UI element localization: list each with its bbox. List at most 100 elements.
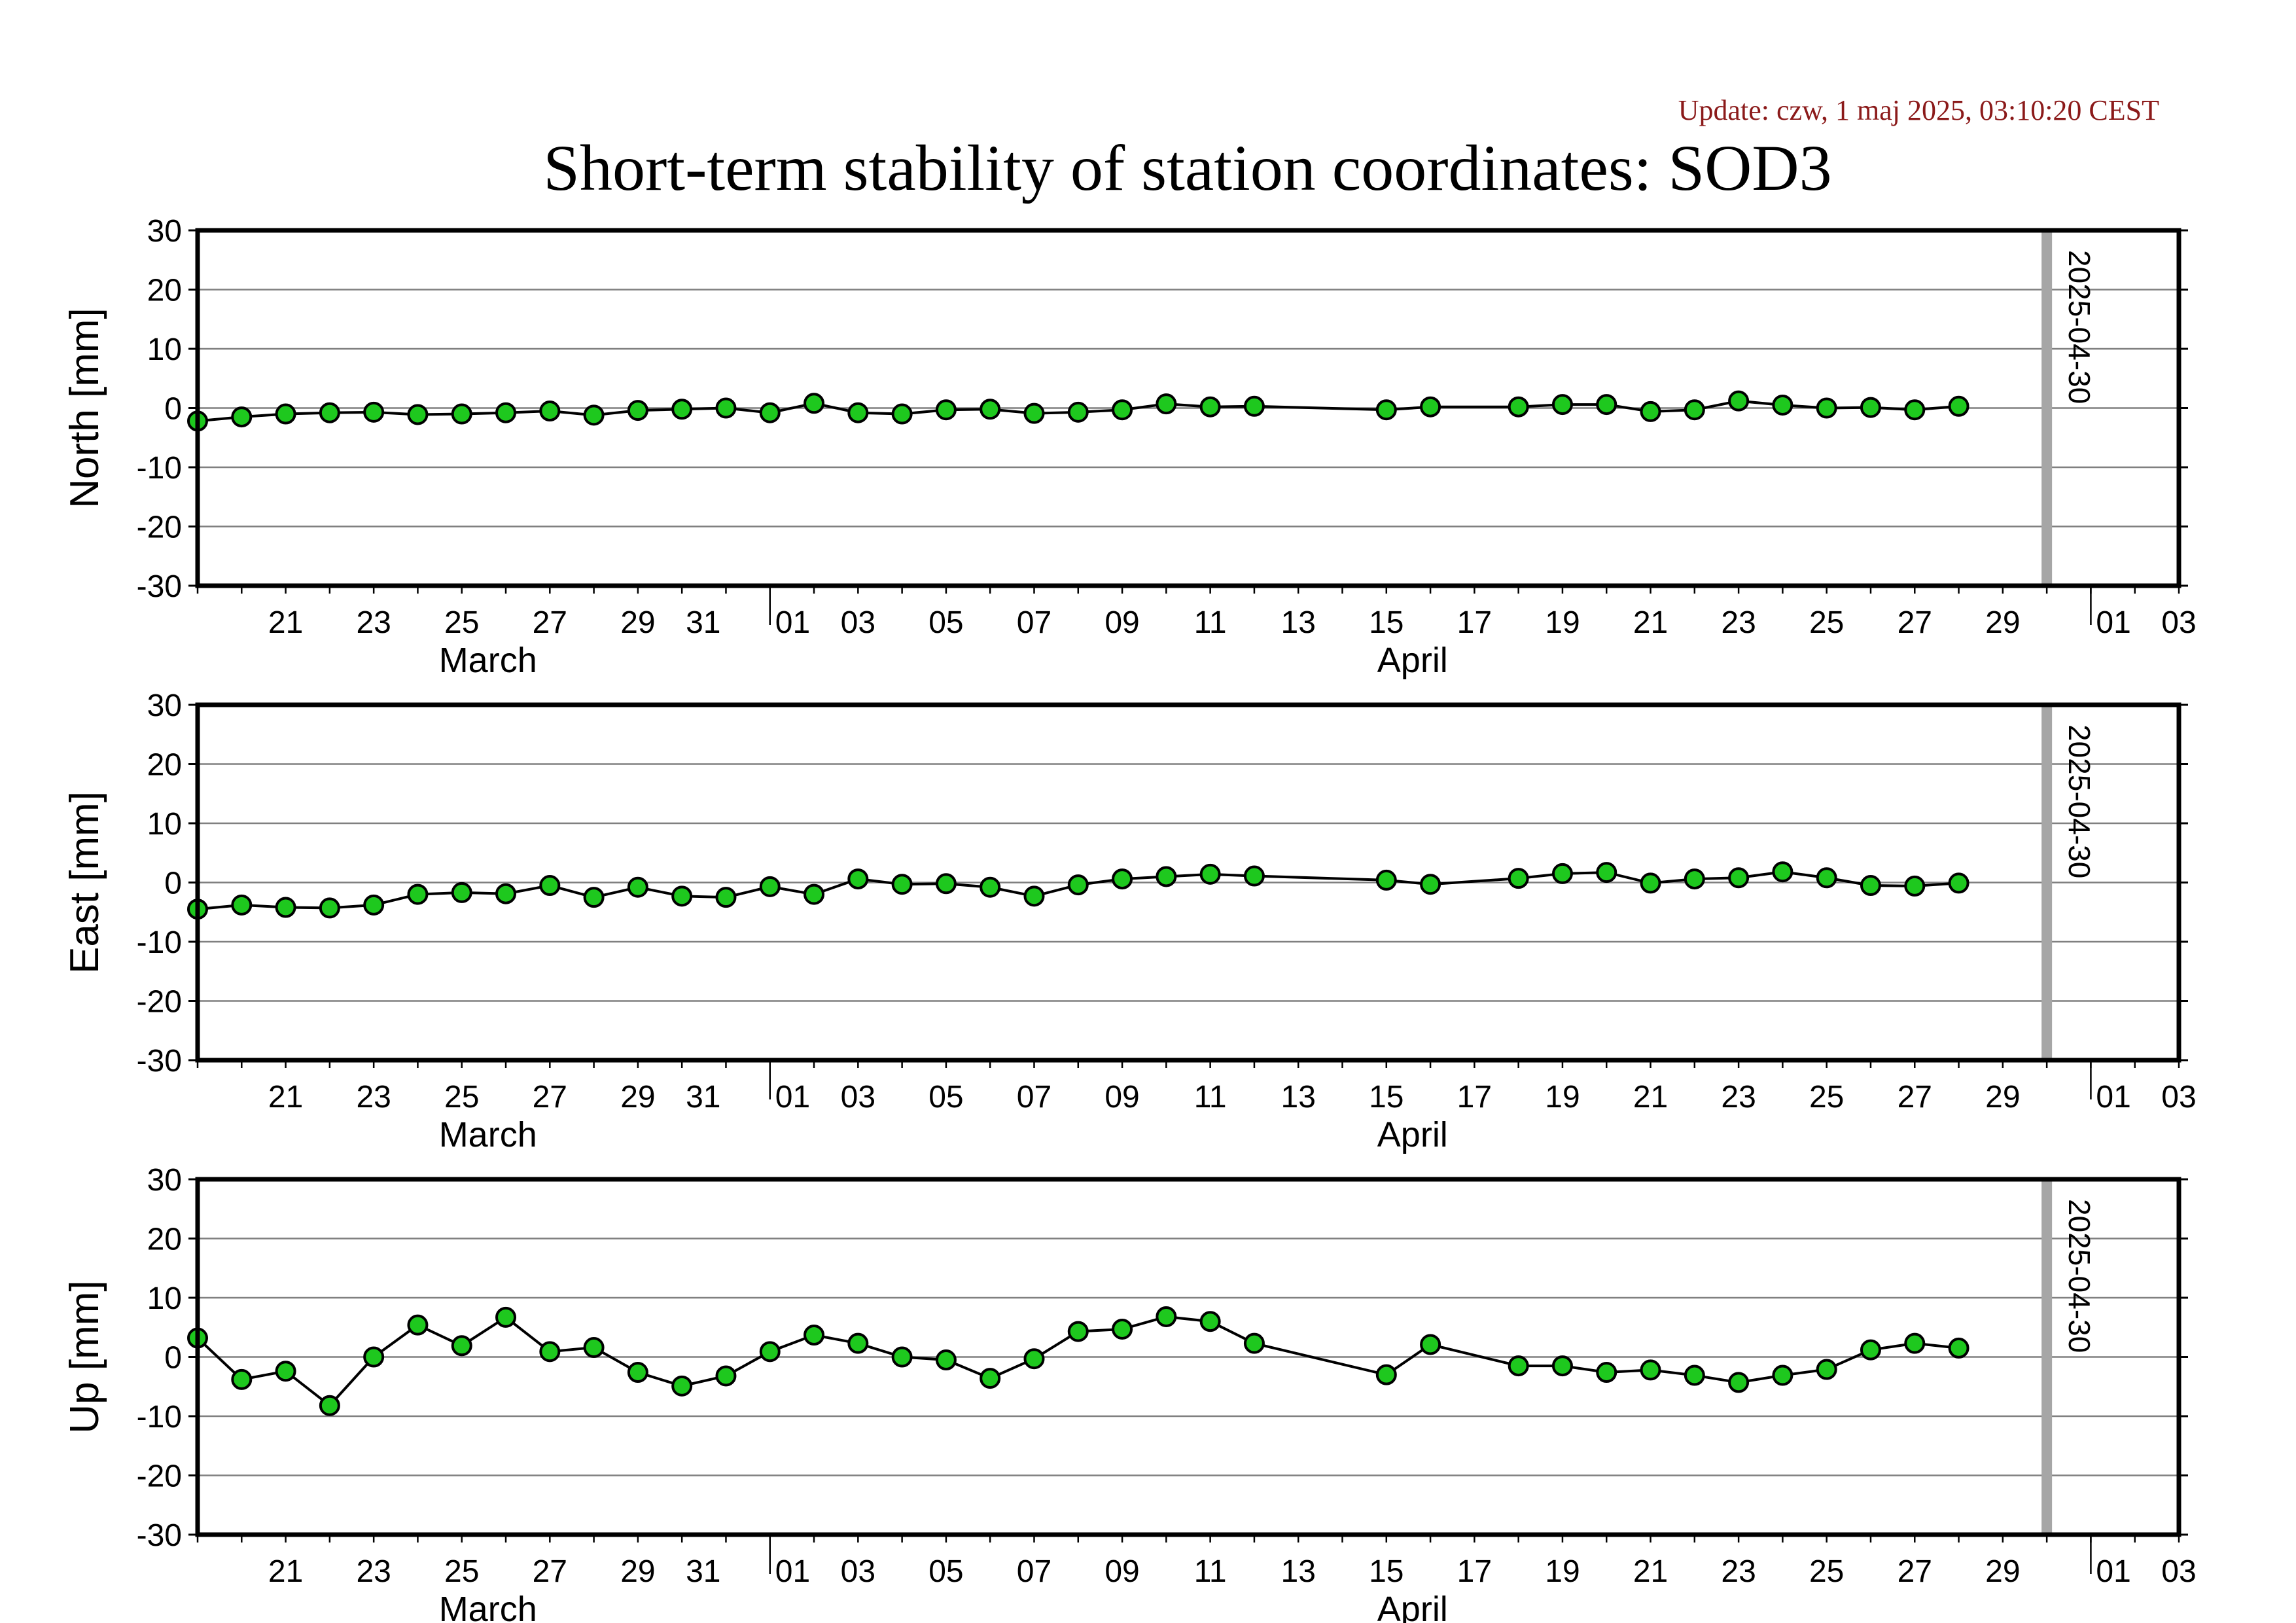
month-label: March bbox=[439, 641, 537, 680]
x-tick-label: 19 bbox=[1545, 1554, 1580, 1589]
x-tick-label: 25 bbox=[444, 1554, 479, 1589]
x-tick-label: 31 bbox=[686, 1080, 720, 1115]
y-axis-label: Up [mm] bbox=[62, 1280, 107, 1433]
y-tick-label: 10 bbox=[147, 807, 182, 842]
date-marker-bar bbox=[2041, 1179, 2053, 1535]
data-point bbox=[1067, 401, 1089, 423]
data-point bbox=[539, 401, 561, 422]
data-point bbox=[1023, 1348, 1045, 1370]
data-point bbox=[1640, 401, 1661, 422]
y-tick-label: -10 bbox=[137, 451, 182, 486]
data-point bbox=[804, 1325, 825, 1346]
x-tick-label: 05 bbox=[928, 605, 963, 640]
x-tick-label: 23 bbox=[1721, 1554, 1756, 1589]
y-tick-label: -10 bbox=[137, 1400, 182, 1435]
data-point bbox=[1948, 395, 1969, 417]
data-point bbox=[671, 399, 693, 420]
data-point bbox=[1860, 397, 1881, 418]
x-tick-label: 29 bbox=[620, 1554, 655, 1589]
data-point bbox=[1067, 1321, 1089, 1342]
y-tick-label: 10 bbox=[147, 1281, 182, 1316]
data-point bbox=[583, 887, 605, 908]
data-point bbox=[804, 883, 825, 905]
data-point bbox=[1508, 1355, 1529, 1377]
x-tick-label: 01 bbox=[775, 1080, 810, 1115]
x-tick-label: 01 bbox=[2096, 605, 2130, 640]
data-point bbox=[1551, 394, 1573, 416]
data-point bbox=[1375, 1364, 1397, 1385]
x-tick-label: 31 bbox=[686, 1554, 720, 1589]
data-point bbox=[715, 1365, 737, 1387]
y-tick-label: 20 bbox=[147, 748, 182, 783]
x-tick-label: 17 bbox=[1457, 1554, 1492, 1589]
data-point bbox=[1640, 1359, 1661, 1381]
y-tick-label: 30 bbox=[147, 1163, 182, 1198]
data-point bbox=[275, 403, 296, 425]
data-point bbox=[451, 1335, 472, 1357]
data-point bbox=[583, 404, 605, 426]
data-point bbox=[1772, 394, 1793, 416]
data-point bbox=[1816, 397, 1837, 419]
data-point bbox=[1420, 874, 1441, 895]
y-tick-label: 0 bbox=[164, 866, 182, 901]
data-point bbox=[1728, 1372, 1750, 1393]
x-tick-label: 21 bbox=[1633, 1554, 1668, 1589]
data-point bbox=[1023, 885, 1045, 907]
data-point bbox=[1551, 1355, 1573, 1377]
data-point bbox=[847, 402, 869, 423]
y-tick-label: 10 bbox=[147, 332, 182, 367]
x-tick-label: 01 bbox=[775, 605, 810, 640]
x-tick-label: 03 bbox=[841, 1080, 875, 1115]
data-point bbox=[1640, 872, 1661, 894]
data-point bbox=[363, 894, 385, 916]
data-point bbox=[1728, 867, 1750, 889]
y-tick-label: -30 bbox=[137, 569, 182, 604]
plot-frame bbox=[195, 702, 2181, 1063]
x-tick-label: 27 bbox=[1898, 1080, 1932, 1115]
y-tick-label: -30 bbox=[137, 1518, 182, 1553]
x-tick-label: 09 bbox=[1104, 1080, 1139, 1115]
data-point bbox=[1112, 868, 1133, 890]
data-point bbox=[1684, 399, 1705, 421]
x-tick-label: 21 bbox=[268, 1080, 303, 1115]
x-tick-label: 29 bbox=[620, 605, 655, 640]
y-axis-label: East [mm] bbox=[62, 791, 107, 974]
data-point bbox=[1112, 399, 1133, 421]
x-tick-label: 21 bbox=[268, 1554, 303, 1589]
x-tick-label: 19 bbox=[1545, 605, 1580, 640]
data-point bbox=[495, 1306, 517, 1328]
data-point bbox=[583, 1337, 605, 1359]
data-point bbox=[891, 403, 913, 425]
data-point bbox=[451, 882, 472, 903]
x-tick-label: 13 bbox=[1281, 1554, 1316, 1589]
data-point bbox=[1684, 868, 1705, 890]
data-point bbox=[407, 883, 429, 905]
data-point bbox=[319, 897, 340, 919]
plot-frame bbox=[195, 228, 2181, 588]
x-tick-label: 09 bbox=[1104, 605, 1139, 640]
data-point bbox=[319, 1395, 340, 1416]
x-tick-label: 05 bbox=[928, 1554, 963, 1589]
data-point bbox=[275, 897, 296, 918]
data-point bbox=[231, 894, 253, 916]
data-point bbox=[935, 399, 957, 421]
update-timestamp: Update: czw, 1 maj 2025, 03:10:20 CEST bbox=[1678, 94, 2159, 126]
x-tick-label: 03 bbox=[2161, 605, 2196, 640]
y-tick-label: 0 bbox=[164, 1341, 182, 1376]
data-point bbox=[847, 1332, 869, 1354]
y-tick-label: 20 bbox=[147, 274, 182, 308]
data-point bbox=[1904, 1332, 1926, 1354]
y-tick-label: -10 bbox=[137, 925, 182, 960]
x-tick-label: 03 bbox=[2161, 1554, 2196, 1589]
x-tick-label: 11 bbox=[1194, 605, 1227, 640]
data-point bbox=[671, 885, 693, 907]
data-point bbox=[1948, 1337, 1969, 1359]
x-tick-label: 05 bbox=[928, 1080, 963, 1115]
data-point bbox=[1067, 874, 1089, 896]
x-tick-label: 25 bbox=[1809, 1554, 1844, 1589]
data-point bbox=[1684, 1364, 1705, 1386]
x-tick-label: 27 bbox=[533, 1554, 567, 1589]
data-point bbox=[1816, 1359, 1837, 1380]
data-point bbox=[407, 404, 429, 425]
